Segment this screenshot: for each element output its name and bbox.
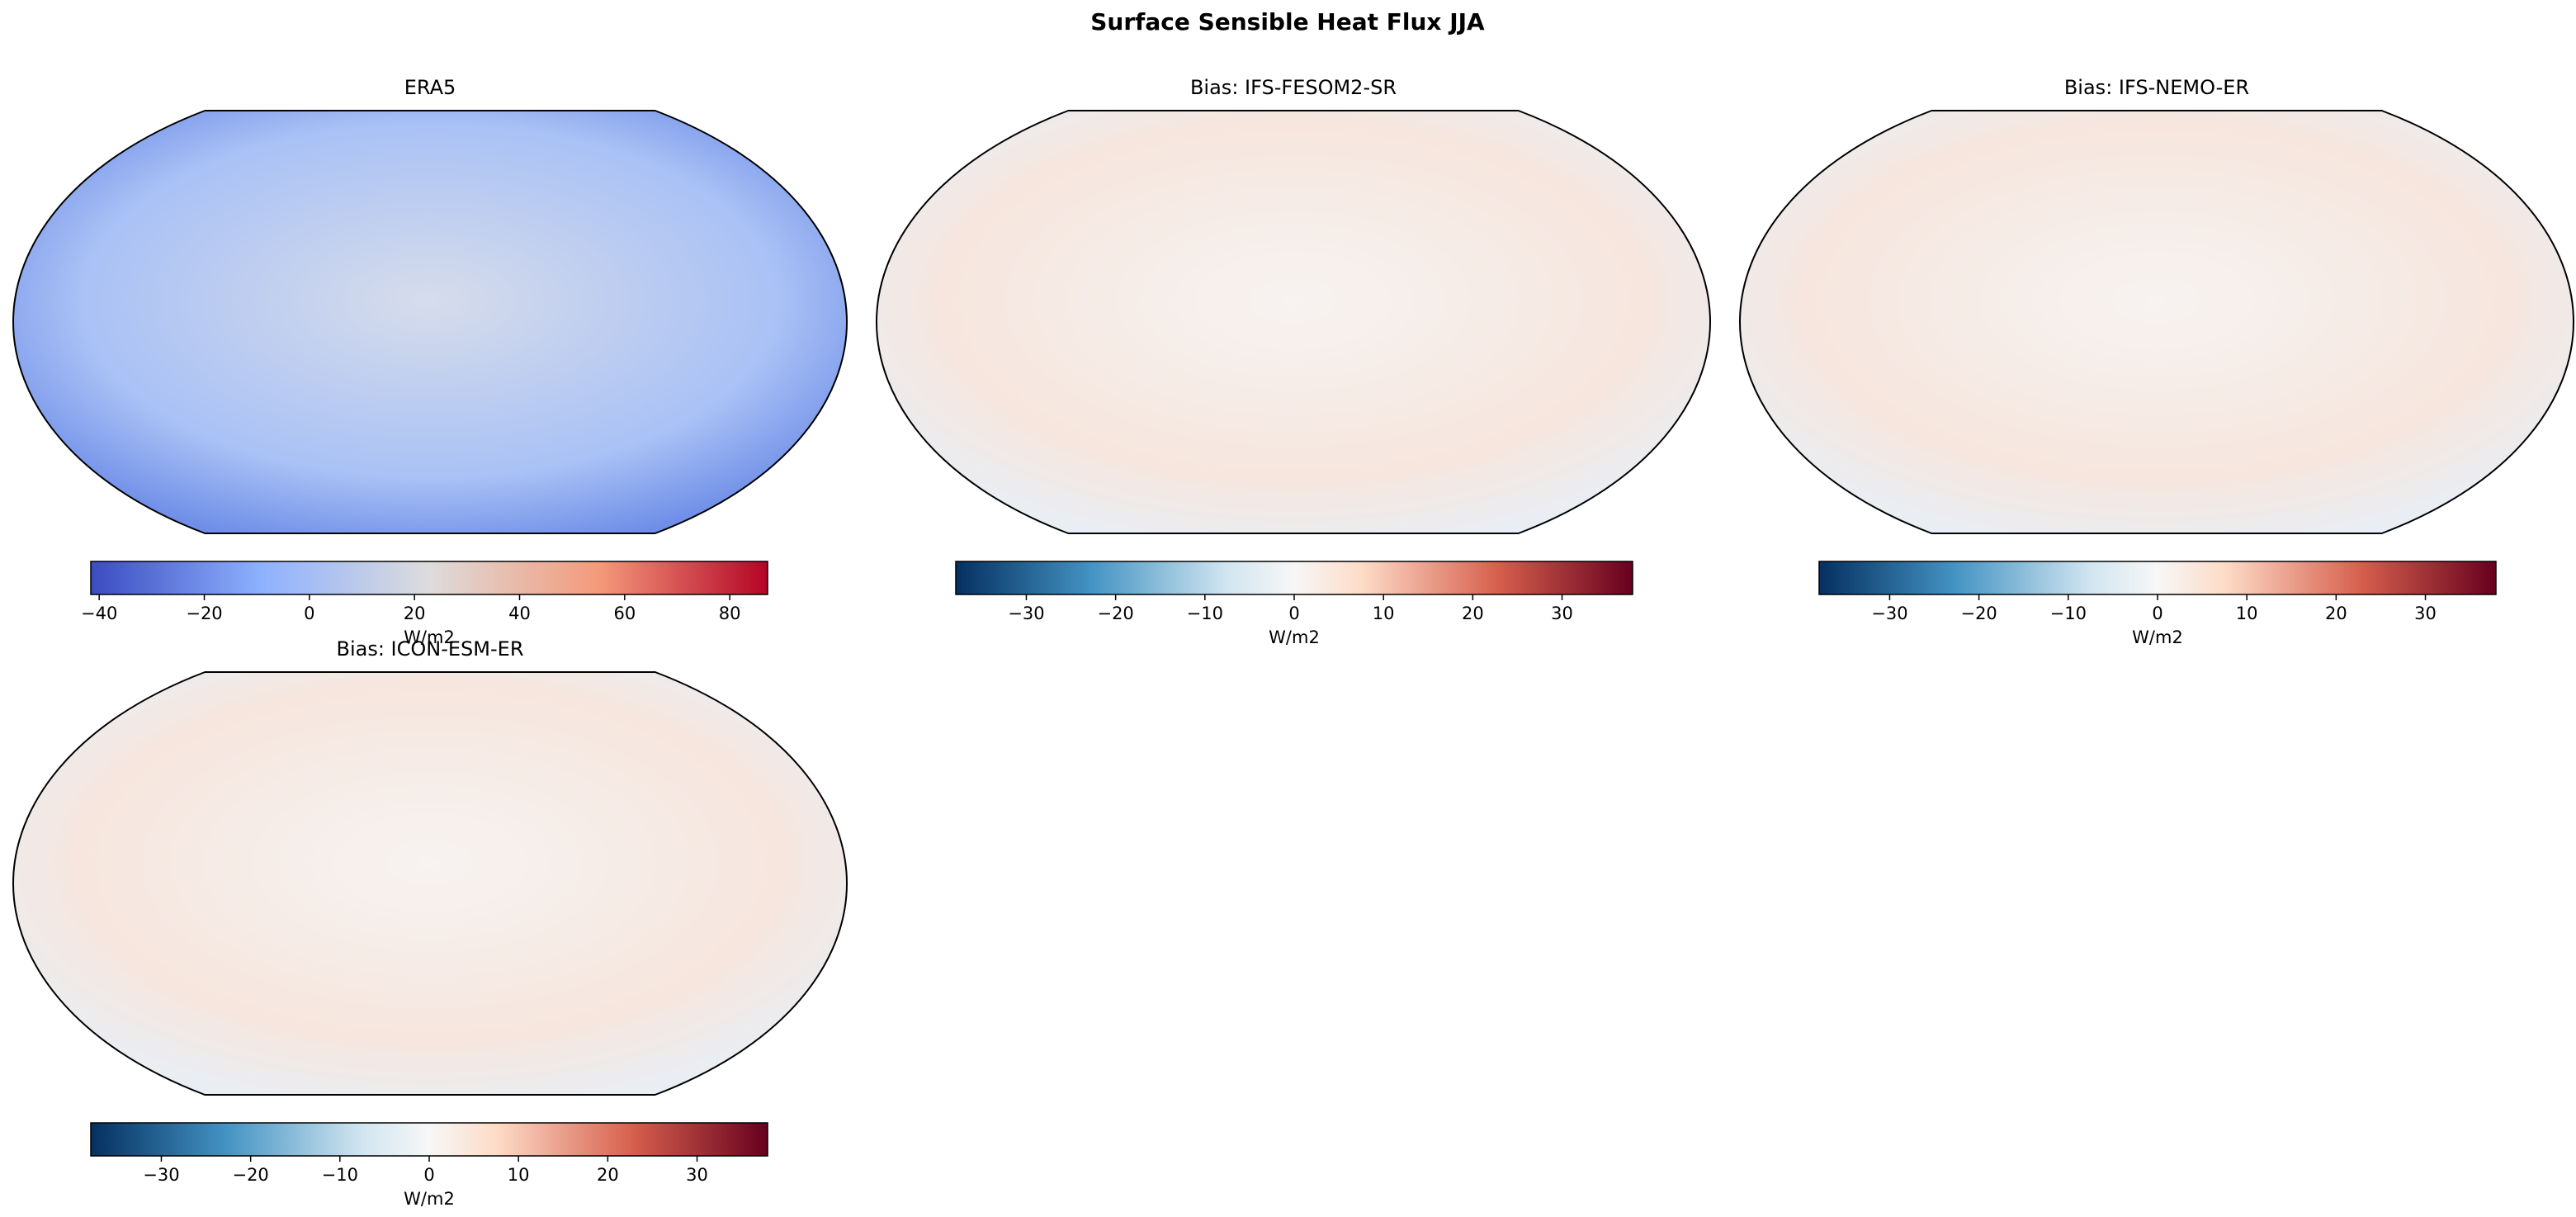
colorbar-tick-label: 20 (2325, 604, 2347, 623)
colorbar-tick-label: 10 (1373, 604, 1395, 623)
colorbar-tick-label: 20 (404, 604, 426, 623)
map-panel: Bias: IFS-NEMO-ER −30 −20 −10 0 10 20 30 W/m2 (1738, 76, 2575, 647)
colorbar-tick-label: 30 (2414, 604, 2437, 623)
colorbar-tick-label: −20 (232, 1165, 268, 1185)
panel-title: Bias: ICON-ESM-ER (336, 637, 523, 661)
colorbar-tick-label: 10 (2236, 604, 2258, 623)
colorbar-tick-label: 0 (2152, 604, 2162, 623)
colorbar-tick-label: 40 (508, 604, 531, 623)
map-panel: Bias: ICON-ESM-ER −30 −20 −10 0 10 20 30 W/m2 (12, 637, 848, 1209)
colorbar (90, 561, 768, 595)
colorbar-tick-label: 80 (719, 604, 741, 623)
colorbar-tick-label: −10 (2050, 604, 2087, 623)
colorbar-tick-label: −10 (1187, 604, 1223, 623)
map-panel: ERA5 −40 −20 0 20 40 60 80 W/m2 (12, 76, 848, 647)
map (12, 110, 848, 534)
panel-title: ERA5 (404, 76, 456, 99)
colorbar-label: W/m2 (1269, 627, 1320, 647)
colorbar-tick-label: −30 (143, 1165, 179, 1185)
colorbar-tick-label: −20 (186, 604, 222, 623)
colorbar-tick-label: 20 (597, 1165, 619, 1185)
colorbar (90, 1122, 768, 1157)
panel-title: Bias: IFS-FESOM2-SR (1190, 76, 1397, 99)
colorbar-tick-label: 0 (423, 1165, 434, 1185)
colorbar-label: W/m2 (404, 627, 455, 647)
panel-title: Bias: IFS-NEMO-ER (2064, 76, 2249, 99)
colorbar-tick-label: −20 (1960, 604, 1997, 623)
colorbar (1818, 561, 2497, 595)
figure-title: Surface Sensible Heat Flux JJA (1090, 8, 1485, 36)
map (875, 110, 1712, 534)
map (1738, 110, 2575, 534)
colorbar (955, 561, 1633, 595)
colorbar-tick-label: −10 (322, 1165, 358, 1185)
colorbar-tick-label: 10 (508, 1165, 530, 1185)
colorbar-label: W/m2 (2132, 627, 2183, 647)
colorbar-tick-label: 0 (1288, 604, 1299, 623)
colorbar-tick-label: 30 (686, 1165, 708, 1185)
colorbar-tick-label: 20 (1462, 604, 1484, 623)
colorbar-tick-label: 0 (304, 604, 314, 623)
colorbar-tick-label: −30 (1008, 604, 1044, 623)
map (12, 671, 848, 1096)
colorbar-tick-label: −30 (1871, 604, 1907, 623)
colorbar-label: W/m2 (404, 1189, 455, 1209)
colorbar-tick-label: 30 (1551, 604, 1573, 623)
colorbar-tick-label: −20 (1097, 604, 1133, 623)
colorbar-tick-label: 60 (613, 604, 636, 623)
colorbar-tick-label: −40 (81, 604, 117, 623)
map-panel: Bias: IFS-FESOM2-SR −30 −20 −10 0 10 20 30 W/m2 (875, 76, 1712, 647)
